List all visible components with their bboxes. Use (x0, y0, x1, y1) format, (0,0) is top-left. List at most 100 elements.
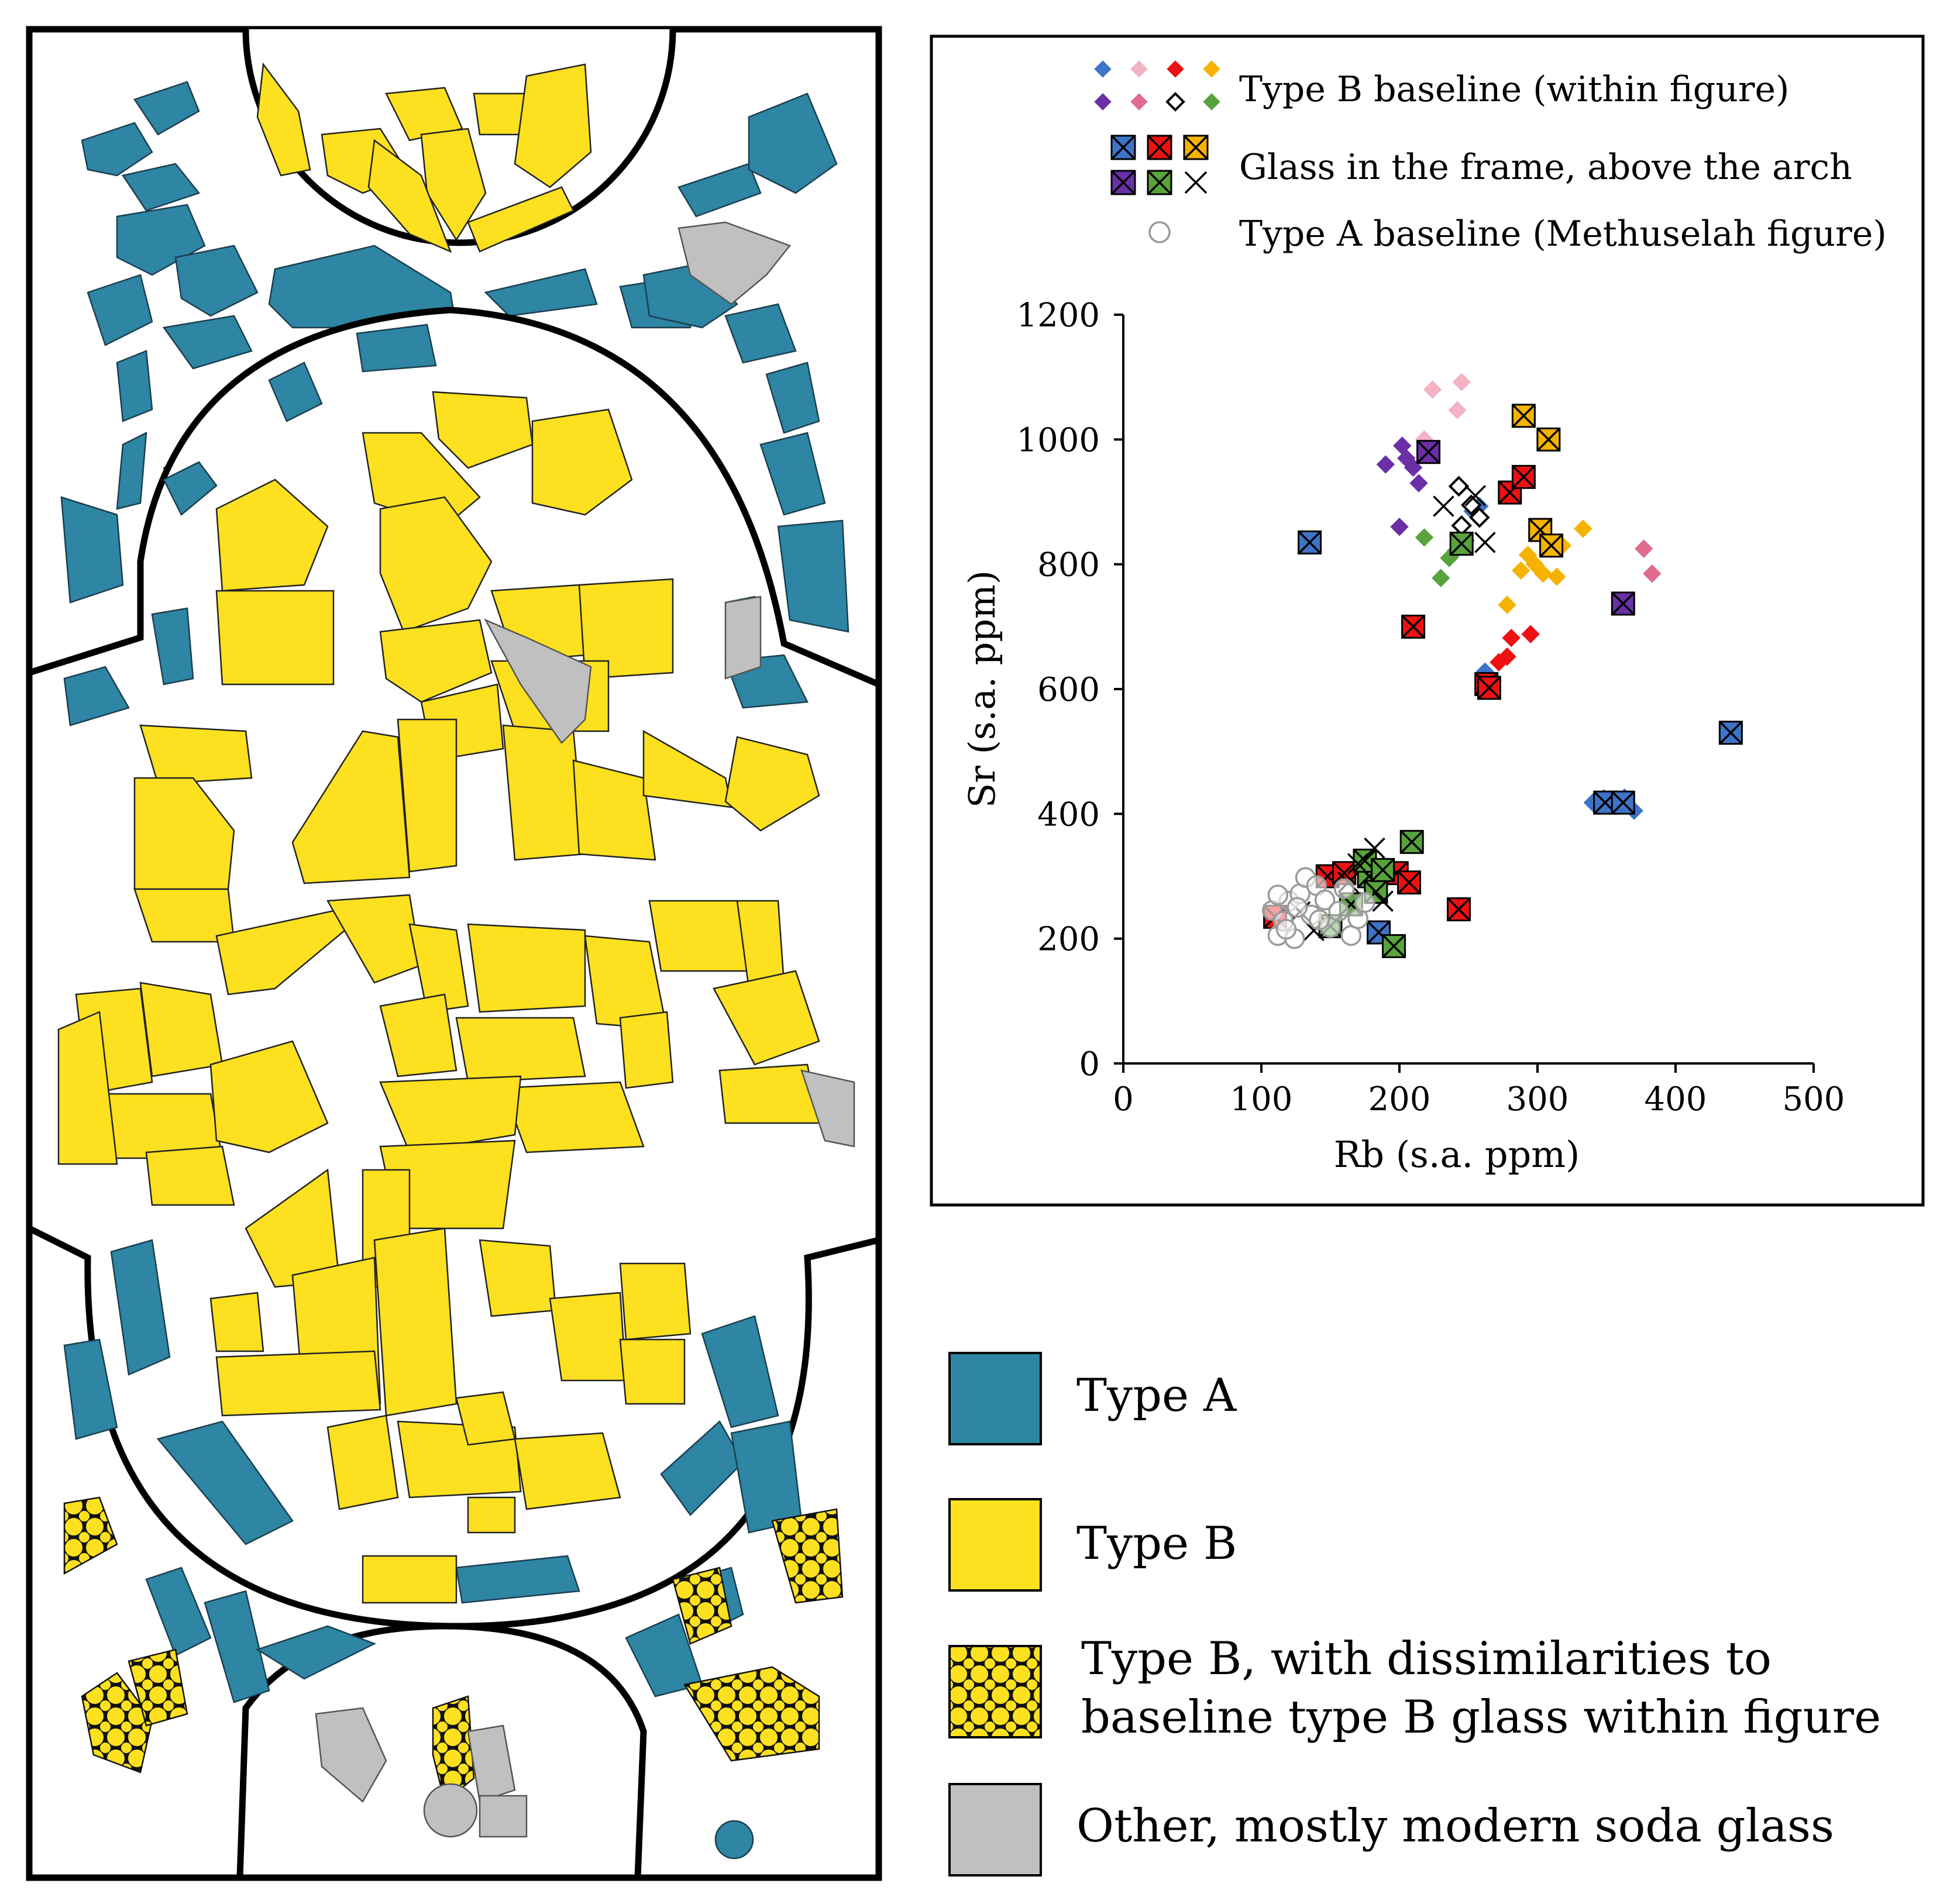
y-tick-label: 1000 (1016, 421, 1100, 459)
data-point-circle (1354, 892, 1375, 913)
data-point-diamond (1432, 569, 1450, 587)
data-point-circle (1309, 909, 1330, 931)
data-point-x (1433, 495, 1454, 517)
legend-label-type-b-dissimilar-line2: baseline type B glass within figure (1081, 1691, 1881, 1744)
x-tick-label: 400 (1645, 1080, 1707, 1118)
data-point-diamond (1404, 458, 1423, 477)
data-point-boxed-x (1449, 531, 1474, 556)
data-point-diamond (1203, 93, 1220, 111)
data-point-diamond (1130, 93, 1148, 111)
data-point-boxed-x (1110, 170, 1136, 195)
data-point-diamond (1533, 564, 1553, 583)
data-point-diamond (1643, 564, 1662, 583)
bottom-arch-pieces (315, 1695, 754, 1860)
data-point-diamond (1547, 567, 1566, 586)
data-point-boxed-x (1183, 135, 1209, 160)
legend-label-type-a: Type A (1076, 1369, 1237, 1422)
data-point-diamond (1130, 60, 1148, 78)
x-axis-label: Rb (s.a. ppm) (1334, 1133, 1580, 1176)
data-point-boxed-x (1446, 897, 1471, 922)
data-point-diamond (1165, 92, 1185, 112)
data-point-diamond (1469, 507, 1490, 528)
map-legend: Type A Type B Type B, with dissimilariti… (948, 1352, 1881, 1877)
data-point-boxed-x (1611, 591, 1635, 616)
data-point-boxed-x (1511, 464, 1536, 489)
legend-swatch-other (948, 1783, 1042, 1877)
y-axis-label: Sr (s.a. ppm) (961, 570, 1003, 808)
data-point-boxed-x (1147, 170, 1172, 195)
other-glass-pieces (484, 221, 855, 1148)
legend-label-type-a-baseline: Type A baseline (Methuselah figure) (1239, 214, 1887, 254)
data-point-circle (1148, 221, 1171, 243)
data-point-circle (1328, 900, 1349, 922)
data-points (1262, 373, 1743, 958)
data-point-boxed-x (1397, 870, 1422, 895)
data-point-boxed-x (1382, 934, 1406, 958)
data-point-diamond (1452, 373, 1471, 391)
type-a-pieces-upper (60, 81, 849, 721)
x-tick-label: 300 (1506, 1080, 1569, 1118)
data-point-boxed-x (1371, 858, 1395, 882)
data-point-circle (1314, 889, 1336, 911)
lower-spandrel-pieces (63, 1496, 844, 1774)
legend-swatch-type-a (948, 1352, 1042, 1445)
data-point-boxed-x (1401, 614, 1426, 639)
data-point-x (1464, 485, 1487, 507)
data-point-diamond (1498, 595, 1516, 614)
y-tick-label: 800 (1037, 546, 1100, 584)
x-tick-label: 500 (1783, 1080, 1845, 1118)
data-point-diamond (1460, 494, 1482, 516)
scatter-chart: Type B baseline (within figure) Glass in… (930, 35, 1925, 1207)
data-point-circle (1267, 884, 1289, 905)
data-point-boxed-x (1298, 530, 1322, 555)
data-point-diamond (1409, 474, 1428, 493)
data-point-boxed-x (1147, 135, 1172, 160)
data-point-boxed-x (1416, 440, 1441, 464)
legend-swatch-type-b (948, 1498, 1042, 1592)
data-point-diamond (1521, 625, 1540, 643)
legend-markers-type-a-baseline (1148, 221, 1171, 243)
x-tick-label: 0 (1113, 1080, 1134, 1118)
data-point-x (1372, 890, 1394, 912)
data-point-diamond (1574, 519, 1592, 538)
legend-label-type-b: Type B (1076, 1517, 1237, 1570)
data-point-boxed-x (1611, 790, 1635, 815)
y-tick-label: 0 (1079, 1045, 1100, 1083)
y-tick-label: 600 (1037, 671, 1100, 709)
stained-glass-panel (26, 26, 882, 1881)
data-point-diamond (1390, 517, 1409, 536)
data-point-diamond (1203, 60, 1220, 78)
data-point-diamond (1635, 539, 1653, 558)
legend-markers-type-b-baseline (1094, 60, 1220, 112)
x-tick-label: 200 (1368, 1080, 1431, 1118)
data-point-diamond (1502, 628, 1521, 648)
type-b-top-arch (256, 62, 592, 253)
data-point-diamond (1376, 455, 1395, 474)
data-point-x (1474, 532, 1496, 553)
data-point-boxed-x (1477, 676, 1501, 700)
legend-label-type-b-baseline: Type B baseline (within figure) (1239, 69, 1789, 110)
legend-label-type-b-dissimilar-line1: Type B, with dissimilarities to (1081, 1633, 1772, 1685)
data-point-diamond (1415, 528, 1434, 547)
data-point-diamond (1448, 476, 1470, 497)
data-point-boxed-x (1399, 829, 1424, 854)
data-point-x (1184, 171, 1208, 194)
data-point-diamond (1167, 60, 1184, 78)
data-point-boxed-x (1110, 135, 1136, 160)
scatter-legend: Type B baseline (within figure) Glass in… (1094, 60, 1887, 254)
data-point-diamond (1448, 401, 1467, 419)
y-tick-label: 400 (1037, 796, 1100, 834)
data-point-diamond (1094, 93, 1112, 111)
data-point-boxed-x (1718, 721, 1743, 745)
axis-ticks: 0 100 200 300 400 500 0 200 400 600 800 1000 1200 (1016, 297, 1845, 1118)
data-point-diamond (1423, 380, 1442, 399)
y-tick-label: 200 (1037, 921, 1100, 959)
data-point-boxed-x (1511, 404, 1536, 428)
data-point-diamond (1498, 647, 1516, 666)
data-point-circle (1287, 897, 1308, 918)
data-point-x (1347, 853, 1369, 874)
legend-swatch-type-b-dissimilar (948, 1645, 1042, 1738)
data-point-diamond (1094, 60, 1112, 78)
data-point-boxed-x (1539, 533, 1564, 558)
data-point-circle (1333, 878, 1355, 900)
